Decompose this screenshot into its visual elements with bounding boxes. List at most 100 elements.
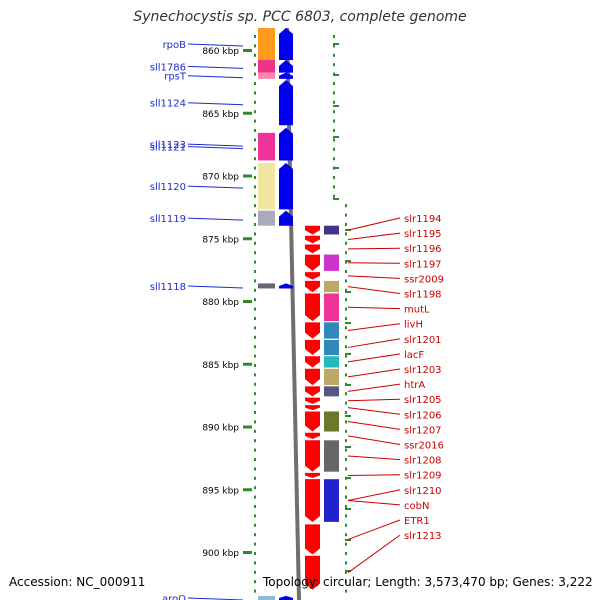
gene-leader-slr1205 bbox=[347, 398, 401, 402]
cog-box-lacF bbox=[324, 356, 339, 368]
grid-dot bbox=[345, 429, 347, 433]
grid-dot bbox=[254, 157, 256, 161]
genome-title: Synechocystis sp. PCC 6803, complete gen… bbox=[133, 9, 467, 25]
grid-dot bbox=[254, 204, 256, 208]
gene-label-aroQ: aroQ bbox=[162, 594, 186, 600]
gene-arrow-slr1198 bbox=[305, 280, 320, 293]
grid-dot bbox=[345, 467, 347, 471]
gene-leader-lacF bbox=[347, 353, 401, 363]
grid-tick bbox=[333, 43, 339, 45]
grid-dot bbox=[345, 317, 347, 320]
gene-label-mutL: mutL bbox=[404, 305, 430, 316]
gene-label-slr1197: slr1197 bbox=[404, 259, 442, 270]
gene-arrow-mutL bbox=[305, 293, 320, 322]
grid-dot bbox=[333, 185, 335, 189]
grid-tick bbox=[333, 74, 339, 76]
gene-leader-slr1208 bbox=[347, 455, 401, 461]
grid-dot bbox=[254, 166, 256, 170]
gene-arrow-slr1197 bbox=[305, 254, 320, 271]
grid-dot bbox=[254, 476, 256, 480]
grid-dot bbox=[254, 448, 256, 452]
grid-dot bbox=[254, 119, 256, 123]
grid-tick bbox=[345, 539, 351, 541]
gene-label-sll1120: sll1120 bbox=[150, 182, 186, 193]
gene-label-slr1195: slr1195 bbox=[404, 229, 442, 240]
gene-label-sll1123: sll1123 bbox=[150, 140, 186, 151]
grid-dot bbox=[254, 345, 256, 349]
gene-leader-sll1119 bbox=[187, 217, 244, 221]
grid-dot bbox=[345, 458, 347, 461]
grid-dot bbox=[254, 129, 256, 132]
grid-dot bbox=[345, 589, 347, 593]
ruler-tick-label: 895 kbp bbox=[202, 486, 239, 496]
ruler-tick-label: 900 kbp bbox=[202, 549, 239, 559]
gene-arrow-rpoB bbox=[279, 28, 293, 61]
grid-dot bbox=[333, 157, 335, 161]
grid-tick bbox=[345, 477, 351, 479]
gene-arrow-sll1786 bbox=[279, 60, 293, 73]
grid-tick bbox=[333, 136, 339, 138]
gene-label-slr1206: slr1206 bbox=[404, 410, 442, 421]
cog-box-slr1208 bbox=[324, 440, 339, 472]
gene-leader-slr1201 bbox=[347, 338, 401, 348]
grid-dot bbox=[254, 467, 256, 471]
grid-tick bbox=[345, 415, 351, 417]
cog-box-mutL bbox=[324, 293, 339, 322]
topology-label: Topology: circular; Length: 3,573,470 bp… bbox=[263, 575, 593, 589]
gene-leader-sll1123 bbox=[187, 143, 244, 147]
gene-leader-slr1197 bbox=[347, 262, 401, 264]
grid-dot bbox=[345, 448, 347, 452]
grid-dot bbox=[254, 429, 256, 433]
grid-dot bbox=[345, 392, 347, 396]
gene-label-slr1208: slr1208 bbox=[404, 456, 442, 467]
gene-leader-sll1121 bbox=[187, 146, 244, 150]
gene-arrow-slr1196 bbox=[305, 244, 320, 254]
ruler-tick-label: 890 kbp bbox=[202, 424, 239, 434]
cog-box-slr1210 bbox=[324, 479, 339, 522]
grid-tick bbox=[345, 508, 351, 510]
gene-label-rpsT: rpsT bbox=[164, 72, 187, 83]
grid-dot bbox=[345, 401, 347, 405]
grid-dot bbox=[333, 194, 335, 198]
grid-dot bbox=[254, 505, 256, 508]
gene-leader-slr1207 bbox=[347, 420, 401, 430]
gene-leader-slr1209 bbox=[347, 474, 401, 476]
grid-dot bbox=[254, 458, 256, 461]
grid-dot bbox=[345, 505, 347, 508]
grid-dot bbox=[254, 392, 256, 396]
grid-dot bbox=[333, 129, 335, 132]
ruler-tick bbox=[243, 174, 252, 178]
grid-dot bbox=[333, 110, 335, 114]
grid-dot bbox=[254, 317, 256, 320]
grid-dot bbox=[333, 119, 335, 123]
cog-box-livH bbox=[324, 322, 339, 339]
grid-dot bbox=[345, 204, 347, 208]
gene-arrow-slr1205 bbox=[305, 397, 320, 404]
grid-tick bbox=[333, 167, 339, 169]
grid-dot bbox=[345, 307, 347, 311]
gene-label-sll1119: sll1119 bbox=[150, 214, 186, 225]
gene-label-livH: livH bbox=[404, 320, 423, 331]
grid-dot bbox=[254, 72, 256, 76]
grid-dot bbox=[254, 110, 256, 114]
cog-box-aroQ bbox=[258, 595, 275, 600]
gene-leader-rpoB bbox=[187, 43, 244, 47]
gene-label-ETR1: ETR1 bbox=[404, 516, 430, 527]
grid-dot bbox=[345, 552, 347, 555]
cog-box-slr1198 bbox=[324, 280, 339, 293]
kbp-ruler: 860 kbp 865 kbp 870 kbp 875 kbp 880 kbp 885 k… bbox=[202, 47, 252, 559]
grid-dot bbox=[345, 270, 347, 273]
ruler-tick bbox=[243, 425, 252, 429]
grid-tick bbox=[345, 570, 351, 572]
gene-label-slr1205: slr1205 bbox=[404, 395, 442, 406]
grid-dot bbox=[345, 523, 347, 527]
grid-dot bbox=[333, 63, 335, 67]
ruler-tick bbox=[243, 111, 252, 115]
cog-color-boxes bbox=[258, 28, 339, 600]
grid-dot bbox=[333, 100, 335, 104]
grid-dot bbox=[254, 260, 256, 264]
ruler-tick bbox=[243, 362, 252, 366]
grid-dot bbox=[345, 251, 347, 255]
grid-dot bbox=[345, 411, 347, 414]
